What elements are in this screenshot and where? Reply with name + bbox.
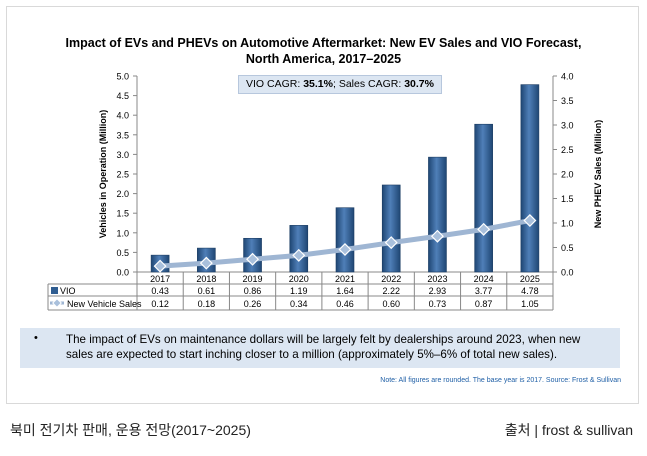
legend-key-vio (51, 287, 58, 294)
bar-vio-2020 (289, 225, 309, 273)
cagr-box: VIO CAGR: 35.1%; Sales CAGR: 30.7% (238, 75, 442, 94)
x-tick-label: 2019 (243, 274, 263, 284)
source-note: Note: All figures are rounded. The base … (380, 377, 621, 384)
y-left-tick-label: 4.5 (116, 91, 129, 101)
marker-new-vehicle-sales-2019 (246, 252, 260, 266)
bar-vio-2022 (381, 184, 401, 273)
table-value-sales: 0.26 (244, 299, 262, 309)
table-value-sales: 0.73 (429, 299, 447, 309)
y-right-tick-label: 3.0 (561, 121, 574, 131)
marker-new-vehicle-sales-2024 (477, 222, 491, 236)
y-left-tick-label: 3.0 (116, 150, 129, 160)
marker-new-vehicle-sales-2020 (292, 248, 306, 262)
x-tick-label: 2022 (381, 274, 401, 284)
table-value-vio: 0.43 (151, 286, 169, 296)
y-left-tick-label: 0.5 (116, 248, 129, 258)
x-tick-label: 2021 (335, 274, 355, 284)
marker-new-vehicle-sales-2017 (153, 259, 167, 273)
bar-vio-2021 (335, 207, 355, 273)
caption-title: 북미 전기차 판매, 운용 전망(2017~2025) (10, 422, 251, 438)
y-left-tick-label: 3.5 (116, 130, 129, 140)
y-left-tick-label: 4.0 (116, 111, 129, 121)
chart-title-line2: North America, 2017–2025 (245, 52, 402, 66)
y-left-tick-label: 0.0 (116, 268, 129, 278)
y-right-tick-label: 2.0 (561, 170, 574, 180)
table-value-vio: 1.64 (336, 286, 354, 296)
y-right-tick-label: 2.5 (561, 145, 574, 155)
y-left-tick-label: 2.5 (116, 170, 129, 180)
table-value-sales: 0.34 (290, 299, 308, 309)
marker-new-vehicle-sales-2021 (338, 242, 352, 256)
table-value-vio: 3.77 (475, 286, 493, 296)
legend-label-vio: VIO (60, 286, 76, 296)
x-tick-label: 2025 (520, 274, 540, 284)
insight-box: • The impact of EVs on maintenance dolla… (20, 328, 620, 368)
marker-new-vehicle-sales-2023 (430, 229, 444, 243)
legend-key-sales-marker (52, 298, 62, 308)
x-tick-label: 2018 (196, 274, 216, 284)
x-tick-label: 2017 (150, 274, 170, 284)
cagr-separator: ; Sales CAGR: (332, 78, 405, 90)
table-value-sales: 0.18 (198, 299, 216, 309)
x-tick-label: 2023 (427, 274, 447, 284)
table-value-vio: 0.86 (244, 286, 262, 296)
table-value-vio: 4.78 (521, 286, 539, 296)
y-axis-right-title: New PHEV Sales (Million) (593, 120, 603, 229)
table-value-sales: 0.12 (151, 299, 169, 309)
cagr-vio-value: 35.1% (303, 78, 333, 90)
y-axis-left-title: Vehicles in Operation (Million) (98, 110, 108, 239)
y-left-tick-label: 2.0 (116, 189, 129, 199)
table-value-sales: 0.87 (475, 299, 493, 309)
y-right-tick-label: 3.5 (561, 96, 574, 106)
bullet-icon: • (34, 332, 38, 344)
cagr-vio-label: VIO CAGR: (246, 78, 304, 90)
y-right-tick-label: 0.0 (561, 268, 574, 278)
table-value-vio: 2.22 (382, 286, 400, 296)
table-value-sales: 1.05 (521, 299, 539, 309)
y-left-tick-label: 1.0 (116, 228, 129, 238)
caption-source: 출처 | frost & sullivan (504, 422, 633, 438)
y-right-tick-label: 0.5 (561, 243, 574, 253)
cagr-sales-value: 30.7% (404, 78, 434, 90)
chart-title-line1: Impact of EVs and PHEVs on Automotive Af… (65, 36, 582, 50)
marker-new-vehicle-sales-2022 (384, 236, 398, 250)
marker-new-vehicle-sales-2018 (199, 256, 213, 270)
table-value-vio: 1.19 (290, 286, 308, 296)
y-right-tick-label: 4.0 (561, 72, 574, 82)
table-value-sales: 0.46 (336, 299, 354, 309)
x-tick-label: 2020 (289, 274, 309, 284)
table-value-vio: 0.61 (198, 286, 216, 296)
x-tick-label: 2024 (474, 274, 494, 284)
bar-vio-2025 (520, 84, 540, 273)
table-value-vio: 2.93 (429, 286, 447, 296)
bar-vio-2024 (474, 123, 493, 273)
marker-new-vehicle-sales-2025 (523, 214, 537, 228)
y-right-tick-label: 1.0 (561, 219, 574, 229)
table-value-sales: 0.60 (382, 299, 400, 309)
bar-vio-2023 (428, 156, 447, 273)
y-left-tick-label: 5.0 (116, 72, 129, 82)
y-right-tick-label: 1.5 (561, 194, 574, 204)
legend-label-sales: New Vehicle Sales (67, 299, 142, 309)
y-left-tick-label: 1.5 (116, 209, 129, 219)
insight-text: The impact of EVs on maintenance dollars… (66, 333, 581, 361)
